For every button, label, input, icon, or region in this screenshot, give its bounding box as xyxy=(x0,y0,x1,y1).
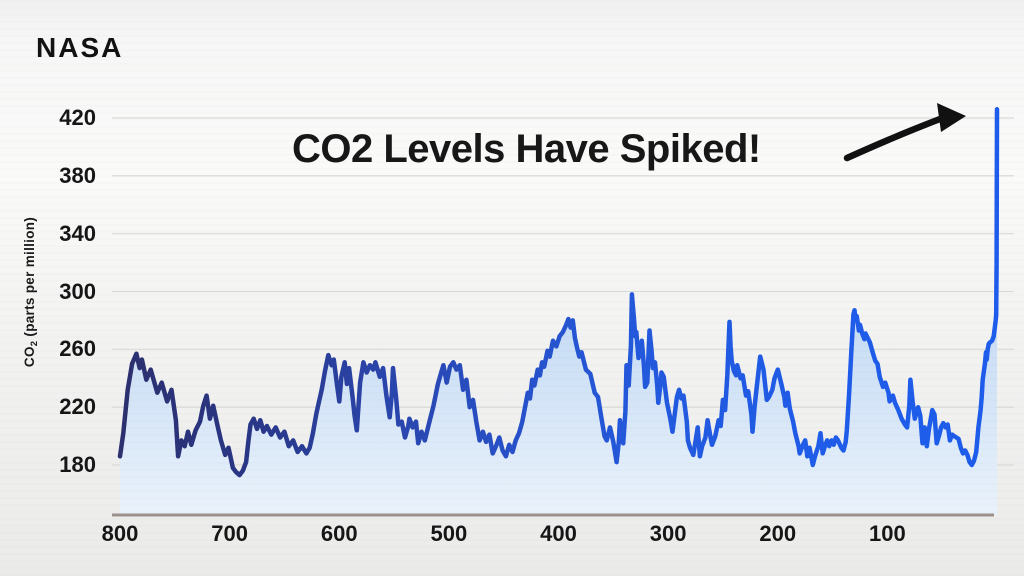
y-tick-label-340: 340 xyxy=(59,220,96,246)
co2-line xyxy=(117,107,1000,478)
x-tick-label-600: 600 xyxy=(320,521,358,546)
x-tick-label-400: 400 xyxy=(540,521,577,546)
x-tick-label-800: 800 xyxy=(101,521,139,546)
y-axis-title-suffix: (parts per million) xyxy=(22,216,37,341)
spike-arrow xyxy=(843,103,966,162)
chart-title: CO2 Levels Have Spiked! xyxy=(292,127,761,171)
y-tick-label-420: 420 xyxy=(59,105,96,130)
x-tick-label-300: 300 xyxy=(649,521,687,546)
y-axis-title-prefix: CO xyxy=(22,346,37,368)
y-tick-label-300: 300 xyxy=(59,278,96,304)
x-tick-label-500: 500 xyxy=(430,521,468,546)
spike-arrow-shaft xyxy=(843,115,944,162)
x-tick-label-200: 200 xyxy=(759,521,797,546)
x-tick-label-100: 100 xyxy=(869,521,906,546)
nasa-wordmark: NASA xyxy=(36,32,124,63)
spike-arrow-head xyxy=(937,103,966,132)
y-tick-label-180: 180 xyxy=(59,452,96,477)
x-tick-label-700: 700 xyxy=(211,521,248,546)
y-tick-label-220: 220 xyxy=(59,394,96,420)
co2-area-fill xyxy=(120,109,997,516)
y-tick-label-380: 380 xyxy=(59,162,96,188)
y-tick-label-260: 260 xyxy=(59,336,96,362)
